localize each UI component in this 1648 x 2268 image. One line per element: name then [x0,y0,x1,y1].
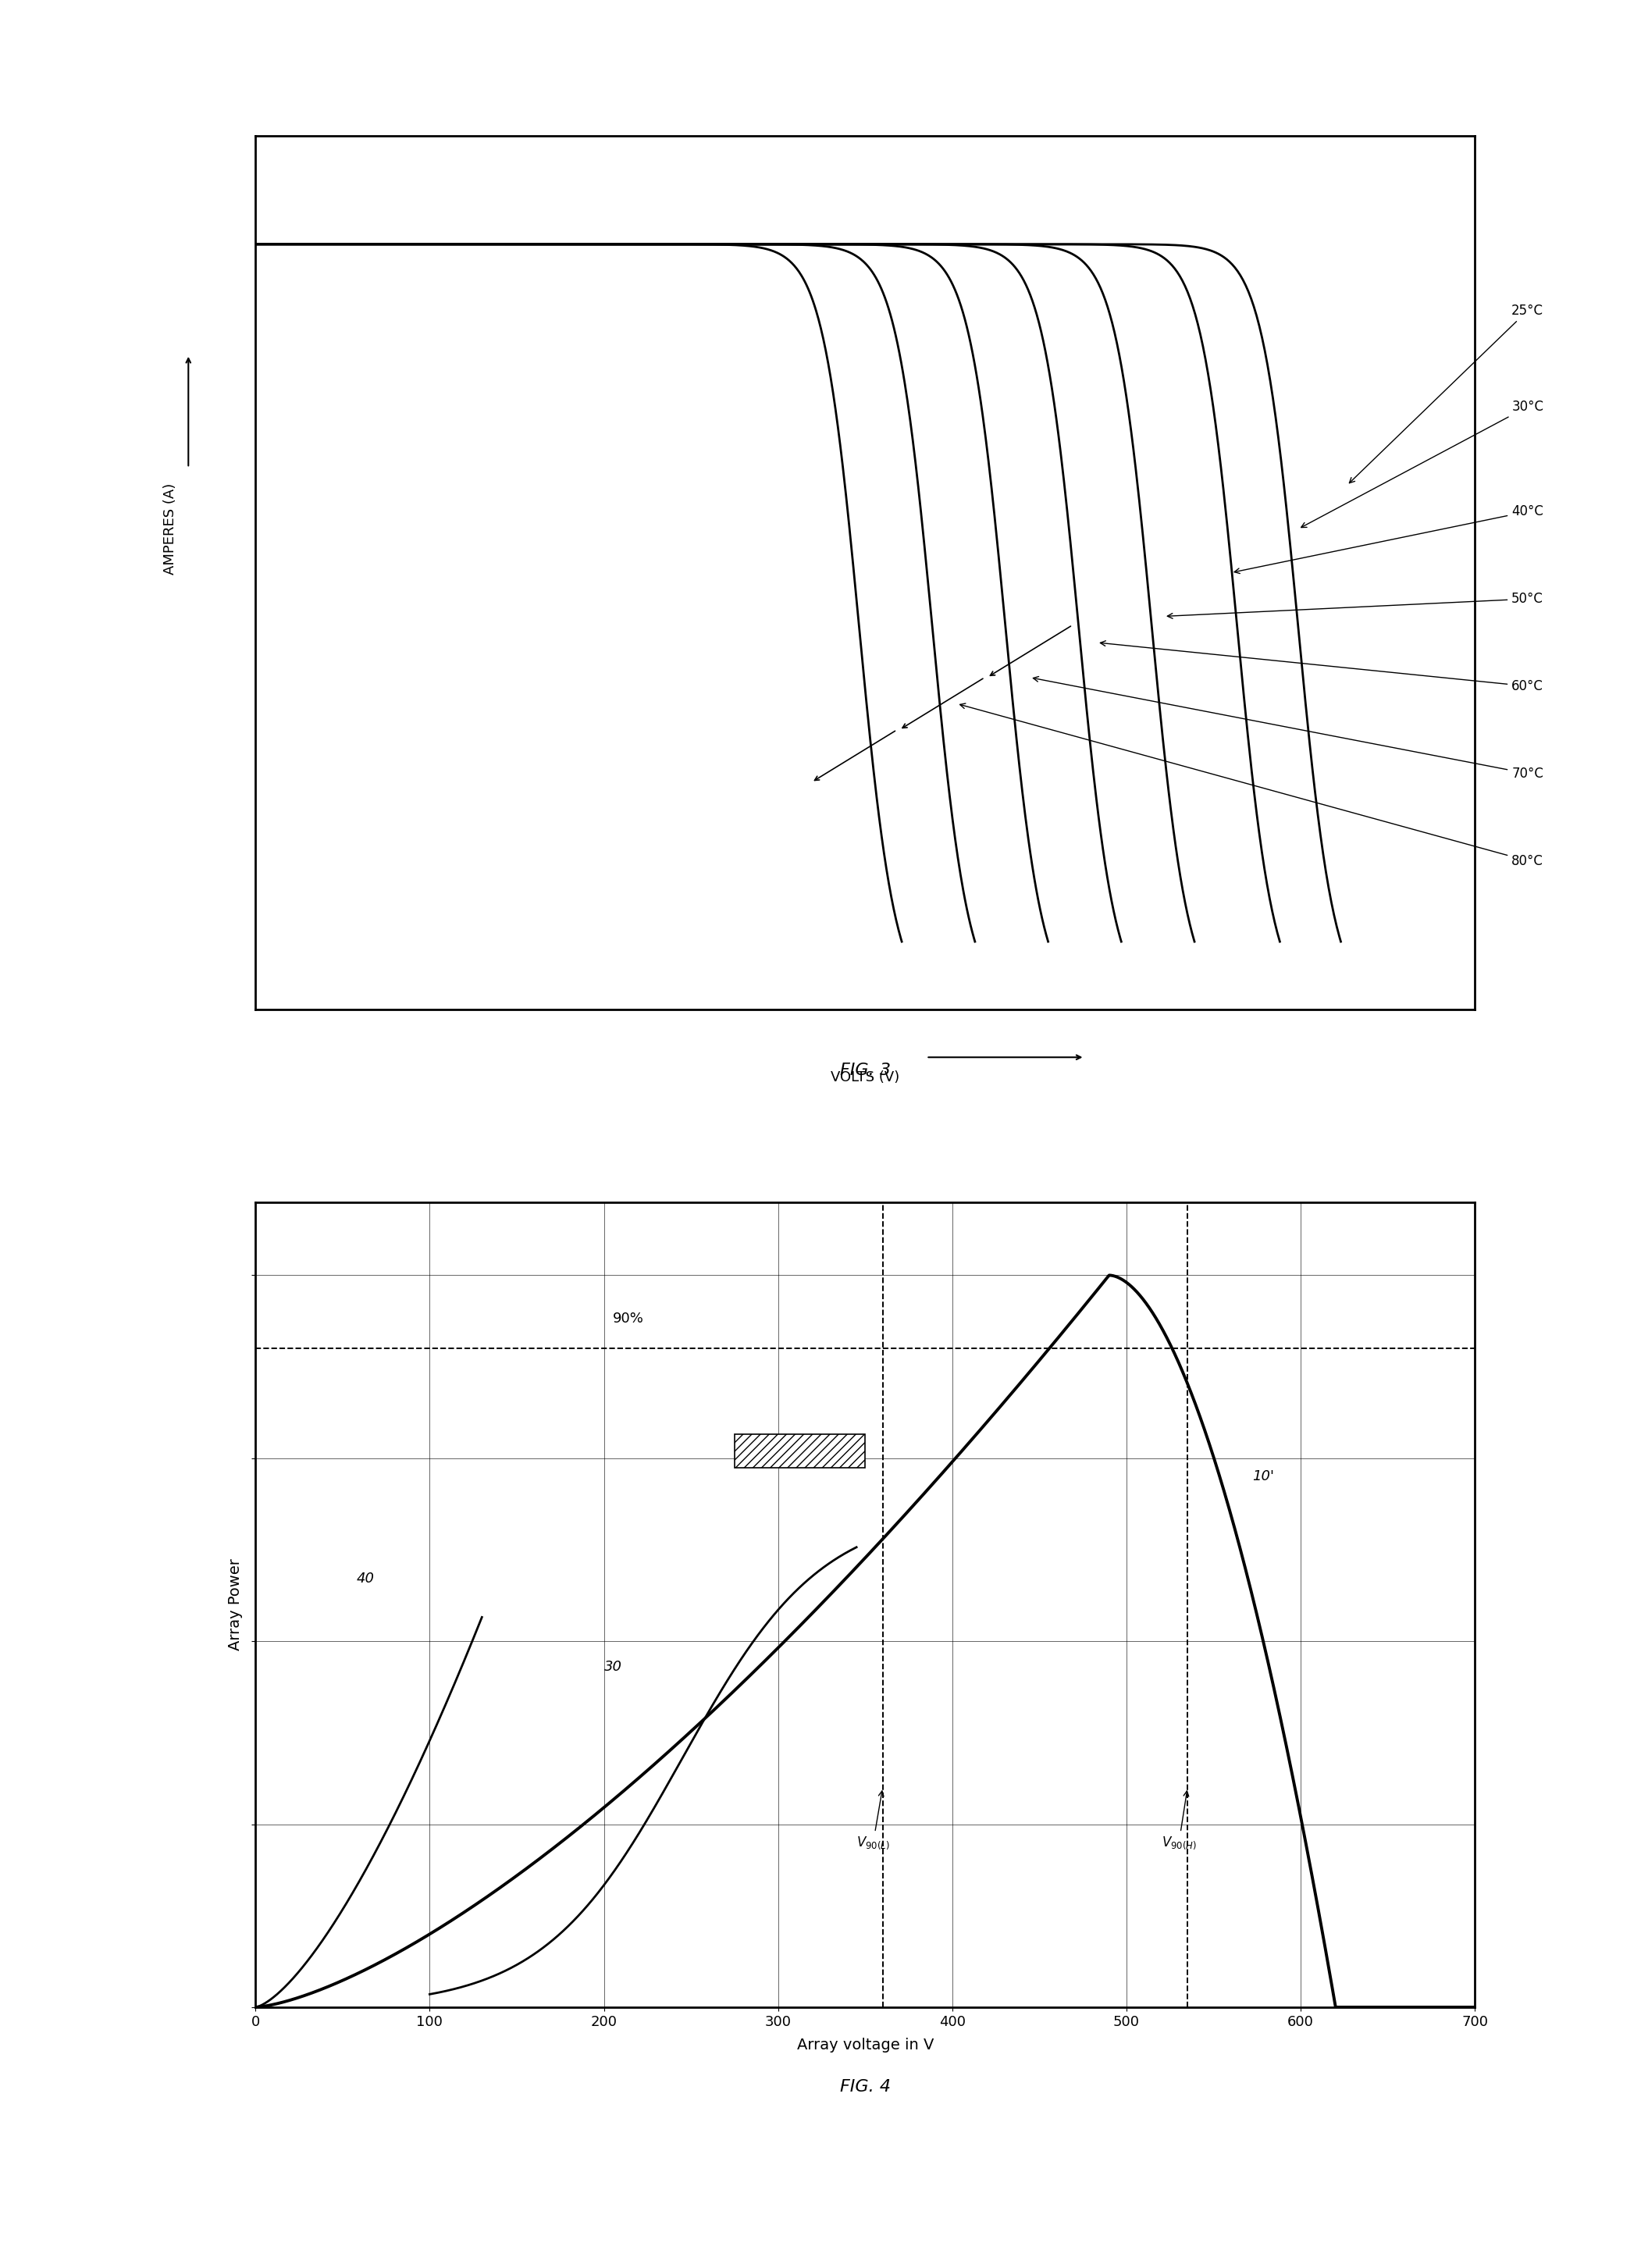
Text: 80°C: 80°C [959,703,1544,869]
Text: FIG. 4: FIG. 4 [840,2080,890,2093]
Text: 40°C: 40°C [1234,503,1544,574]
Text: FIG. 3: FIG. 3 [840,1064,890,1077]
Bar [735,1433,865,1467]
Text: 30°C: 30°C [1302,399,1544,528]
Y-axis label: Array Power: Array Power [227,1558,242,1651]
Text: 30: 30 [603,1660,621,1674]
Text: 10': 10' [1252,1470,1274,1483]
Text: AMPERES (A): AMPERES (A) [163,483,176,574]
Text: 25°C: 25°C [1350,304,1544,483]
Text: 40: 40 [356,1572,374,1585]
Text: 50°C: 50°C [1167,592,1544,619]
Text: $V_{90(H)}$: $V_{90(H)}$ [1162,1792,1196,1851]
Text: 90%: 90% [613,1311,644,1327]
X-axis label: Array voltage in V: Array voltage in V [796,2037,934,2053]
Text: 70°C: 70°C [1033,676,1544,780]
Text: 60°C: 60°C [1101,642,1544,694]
Text: VOLTS (V): VOLTS (V) [831,1070,900,1084]
Text: $V_{90(L)}$: $V_{90(L)}$ [857,1792,890,1851]
